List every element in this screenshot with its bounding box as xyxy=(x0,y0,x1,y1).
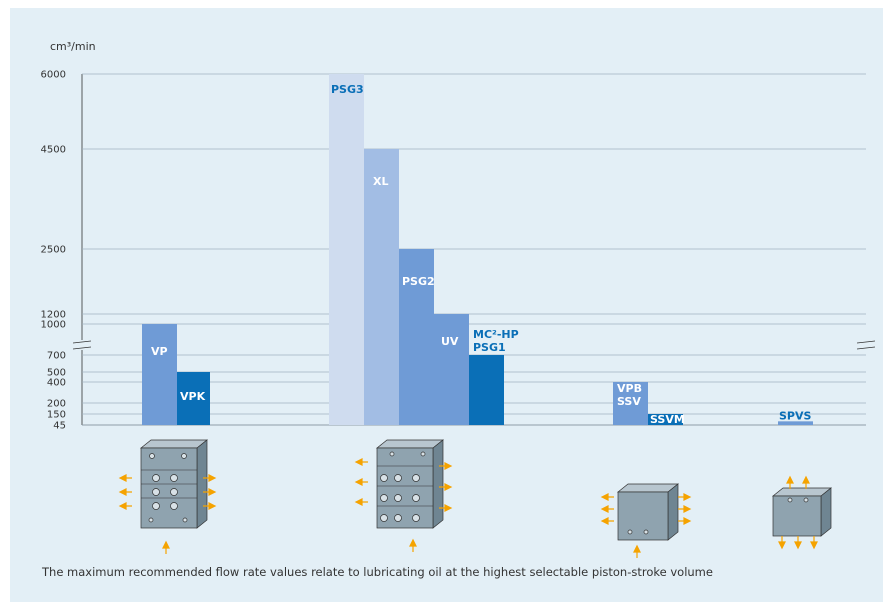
bar-label: UV xyxy=(441,335,459,348)
flow-arrow-icon xyxy=(203,502,217,510)
bar-label: MC²-HP xyxy=(473,328,519,341)
y-tick-label: 1000 xyxy=(41,320,66,331)
flow-arrow-icon xyxy=(354,498,368,506)
spvs-block-illustration xyxy=(772,487,832,537)
port-circle xyxy=(152,502,160,510)
bar xyxy=(648,414,683,425)
axis-break-mark xyxy=(72,346,92,350)
flow-arrow-icon xyxy=(203,474,217,482)
bar-label: XL xyxy=(373,175,389,188)
port-circle xyxy=(394,474,402,482)
flow-arrow-icon xyxy=(600,517,614,525)
axis-break-mark xyxy=(856,346,876,350)
port-circle xyxy=(643,529,649,535)
bar-label: PSG3 xyxy=(331,83,364,96)
flow-arrow-icon xyxy=(600,505,614,513)
port-circle xyxy=(149,453,155,459)
vp-block-illustration xyxy=(140,439,208,529)
flow-arrow-icon xyxy=(678,517,692,525)
port-circle xyxy=(380,474,388,482)
port-circle xyxy=(803,497,809,503)
port-circle xyxy=(420,451,426,457)
bar xyxy=(434,314,469,425)
port-circle xyxy=(380,514,388,522)
flow-arrow-icon xyxy=(439,504,453,512)
flow-arrow-icon xyxy=(439,462,453,470)
port-circle xyxy=(170,474,178,482)
port-circle xyxy=(181,453,187,459)
y-tick-label: 6000 xyxy=(41,70,66,81)
y-tick-label: 500 xyxy=(47,368,66,379)
port-circle xyxy=(170,502,178,510)
y-tick-label: 45 xyxy=(53,421,66,432)
port-circle xyxy=(412,474,420,482)
flow-arrow-icon xyxy=(802,475,810,489)
bar-label: VP xyxy=(151,345,168,358)
port-circle xyxy=(152,474,160,482)
port-circle xyxy=(182,517,188,523)
flow-arrow-icon xyxy=(118,488,132,496)
flow-arrow-icon xyxy=(633,544,641,558)
flow-arrow-icon xyxy=(810,536,818,550)
y-tick-label: 4500 xyxy=(41,145,66,156)
flow-arrow-icon xyxy=(678,505,692,513)
flow-arrow-icon xyxy=(409,538,417,552)
port-circle xyxy=(389,451,395,457)
y-tick-label: 400 xyxy=(47,378,66,389)
bar xyxy=(778,421,813,425)
flow-arrow-icon xyxy=(786,475,794,489)
y-tick-label: 2500 xyxy=(41,245,66,256)
port-circle xyxy=(412,494,420,502)
bar xyxy=(177,372,210,425)
flow-arrow-icon xyxy=(354,458,368,466)
bar-label: VPB xyxy=(617,382,642,395)
bar xyxy=(142,324,177,425)
footnote: The maximum recommended flow rate values… xyxy=(42,565,713,579)
flow-arrow-icon xyxy=(162,540,170,554)
axis-break-gap xyxy=(860,340,872,350)
psg-block-illustration xyxy=(376,439,444,529)
port-circle xyxy=(152,488,160,496)
bar-label: PSG1 xyxy=(473,341,506,354)
bar-label: PSG2 xyxy=(402,275,435,288)
port-circle xyxy=(394,514,402,522)
flow-arrow-icon xyxy=(118,474,132,482)
port-circle xyxy=(787,497,793,503)
y-tick-label: 200 xyxy=(47,399,66,410)
port-circle xyxy=(627,529,633,535)
bar xyxy=(613,382,648,425)
bar xyxy=(399,249,434,425)
bar xyxy=(329,74,364,425)
port-circle xyxy=(170,488,178,496)
bar xyxy=(364,149,399,425)
flow-arrow-icon xyxy=(778,536,786,550)
vpb-block-illustration xyxy=(617,483,679,541)
y-tick-label: 1200 xyxy=(41,310,66,321)
bar-label: VPK xyxy=(180,390,206,403)
flow-arrow-icon xyxy=(118,502,132,510)
flow-arrow-icon xyxy=(794,536,802,550)
bar-label: SSVM xyxy=(650,413,685,426)
bar xyxy=(469,355,504,425)
port-circle xyxy=(148,517,154,523)
bar-label: SPVS xyxy=(779,409,811,422)
port-circle xyxy=(412,514,420,522)
flow-arrow-icon xyxy=(203,488,217,496)
flow-arrow-icon xyxy=(600,493,614,501)
flow-arrow-icon xyxy=(354,478,368,486)
y-axis-unit-label: cm³/min xyxy=(50,40,96,53)
port-circle xyxy=(394,494,402,502)
bar-label: SSV xyxy=(617,395,641,408)
axis-break-mark xyxy=(856,340,876,344)
axis-break-mark xyxy=(72,340,92,344)
y-tick-label: 150 xyxy=(47,410,66,421)
port-circle xyxy=(380,494,388,502)
flow-arrow-icon xyxy=(439,483,453,491)
axis-break-gap xyxy=(76,340,88,350)
y-tick-label: 700 xyxy=(47,351,66,362)
flow-arrow-icon xyxy=(678,493,692,501)
